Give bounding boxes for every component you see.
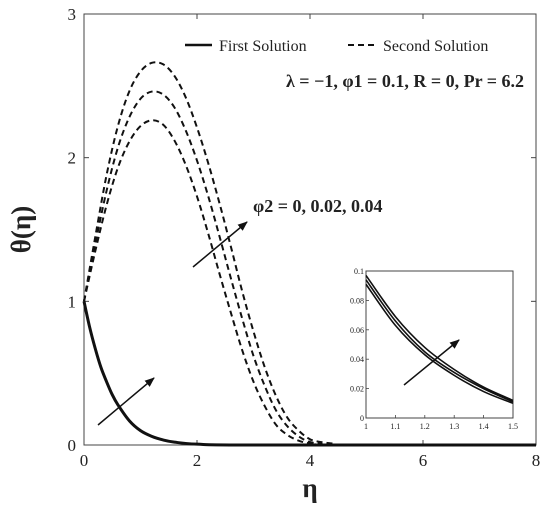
x-tick-label: 2 (193, 451, 202, 470)
x-tick-label: 0 (80, 451, 89, 470)
x-tick-label: 8 (532, 451, 541, 470)
inset-x-tick-label: 1.1 (390, 422, 400, 431)
inset-y-tick-label: 0.06 (350, 326, 364, 335)
phi2-annotation: φ2 = 0, 0.02, 0.04 (253, 196, 383, 216)
inset-y-tick-label: 0.08 (350, 296, 364, 305)
second-solution-line-1 (83, 119, 537, 447)
x-axis-label: η (302, 473, 317, 503)
y-axis-label: θ(η) (6, 206, 36, 253)
inset-x-tick-label: 1 (364, 422, 368, 431)
inset-y-tick-label: 0.04 (350, 355, 364, 364)
first-solution-line (82, 301, 537, 447)
arrow-second-solution (192, 221, 248, 268)
y-tick-label: 1 (68, 292, 77, 311)
inset-x-tick-label: 1.2 (420, 422, 430, 431)
inset-y-tick-label: 0.02 (350, 385, 364, 394)
parameters-label: λ = −1, φ1 = 0.1, R = 0, Pr = 6.2 (286, 71, 524, 91)
inset-arrow (403, 339, 460, 386)
inset-curve-2 (365, 274, 514, 402)
inset-y-tick-label: 0 (360, 414, 364, 423)
y-tick-label: 2 (68, 149, 77, 168)
arrow-first-solution (97, 377, 155, 426)
x-tick-label: 6 (419, 451, 428, 470)
second-solution-line-2 (83, 90, 537, 447)
inset-x-tick-label: 1.3 (449, 422, 459, 431)
inset-curve-1 (365, 279, 514, 403)
y-tick-label: 0 (68, 436, 77, 455)
inset-frame (365, 270, 514, 419)
second-solution-line-3 (83, 61, 537, 447)
legend-label-first: First Solution (219, 38, 307, 55)
inset-x-tick-label: 1.5 (508, 422, 518, 431)
inset-y-tick-label: 0.1 (354, 267, 364, 276)
annotations: λ = −1, φ1 = 0.1, R = 0, Pr = 6.2 φ2 = 0,… (97, 71, 524, 426)
x-tick-label: 4 (306, 451, 315, 470)
inset-x-tick-label: 1.4 (479, 422, 489, 431)
legend-label-second: Second Solution (383, 38, 488, 55)
inset-curve-0 (365, 283, 514, 405)
legend: First Solution Second Solution (185, 38, 488, 55)
inset-plot: 1 1.1 1.2 1.3 1.4 1.5 0 0.02 0.04 0.06 0.08 0.1 (350, 267, 518, 431)
y-tick-label: 3 (68, 5, 77, 24)
